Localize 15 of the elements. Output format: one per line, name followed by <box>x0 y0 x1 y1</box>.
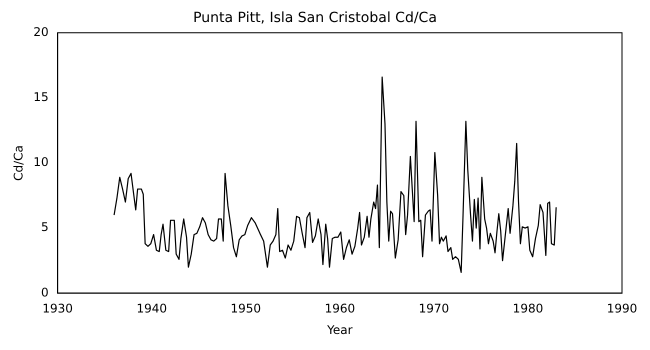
x-tick-label: 1960 <box>324 302 356 316</box>
y-tick-label: 15 <box>33 90 49 104</box>
y-tick-label: 0 <box>41 285 49 300</box>
y-tick-label: 10 <box>33 155 49 170</box>
x-tick-label: 1970 <box>418 302 450 316</box>
x-tick-label: 1950 <box>230 302 262 316</box>
chart-title: Punta Pitt, Isla San Cristobal Cd/Ca <box>193 10 437 26</box>
x-tick-label: 1940 <box>136 302 167 316</box>
y-tick-label: 5 <box>41 220 49 234</box>
x-tick-label: 1930 <box>42 302 73 316</box>
x-tick-label: 1980 <box>512 302 544 316</box>
x-tick-label: 1990 <box>606 302 638 316</box>
x-axis-title: Year <box>326 322 353 337</box>
y-tick-label: 20 <box>33 24 49 39</box>
y-axis-title: Cd/Ca <box>11 145 26 181</box>
